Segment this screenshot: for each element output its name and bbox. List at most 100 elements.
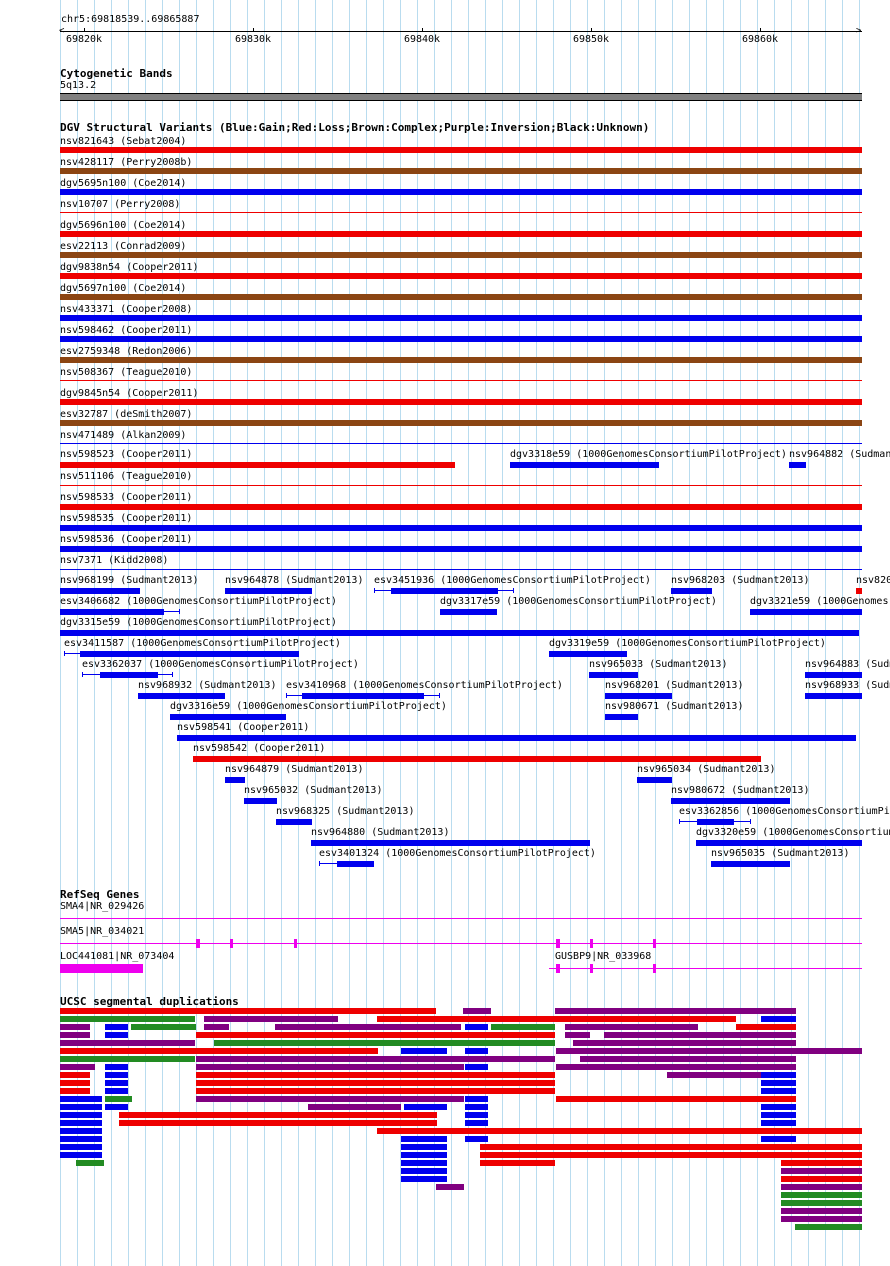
segdup-bar[interactable] — [580, 1056, 796, 1062]
variant-bar[interactable] — [276, 819, 312, 825]
segdup-bar[interactable] — [565, 1024, 698, 1030]
gene-line[interactable] — [60, 943, 862, 944]
segdup-bar[interactable] — [119, 1120, 437, 1126]
gene-exon[interactable] — [653, 939, 656, 948]
variant-label[interactable]: nsv598462 (Cooper2011) — [60, 325, 193, 336]
variant-label[interactable]: nsv980671 (Sudmant2013) — [605, 701, 744, 712]
segdup-bar[interactable] — [60, 1048, 378, 1054]
segdup-bar[interactable] — [781, 1200, 862, 1206]
variant-label[interactable]: dgv3316e59 (1000GenomesConsortiumPilotPr… — [170, 701, 447, 712]
variant-bar[interactable] — [671, 588, 712, 594]
segdup-bar[interactable] — [60, 1088, 90, 1094]
variant-bar[interactable] — [60, 525, 862, 531]
segdup-bar[interactable] — [404, 1104, 447, 1110]
variant-bar[interactable] — [711, 861, 790, 867]
segdup-bar[interactable] — [196, 1072, 555, 1078]
variant-label[interactable]: nsv964879 (Sudmant2013) — [225, 764, 364, 775]
segdup-bar[interactable] — [401, 1048, 447, 1054]
segdup-bar[interactable] — [761, 1136, 796, 1142]
segdup-bar[interactable] — [60, 1080, 90, 1086]
segdup-bar[interactable] — [60, 1064, 95, 1070]
segdup-bar[interactable] — [555, 1008, 796, 1014]
gene-exon[interactable] — [556, 964, 560, 973]
variant-label[interactable]: dgv9838n54 (Cooper2011) — [60, 262, 199, 273]
segdup-bar[interactable] — [480, 1144, 862, 1150]
variant-label[interactable]: esv3451936 (1000GenomesConsortiumPilotPr… — [374, 575, 651, 586]
gene-exon[interactable] — [556, 939, 560, 948]
segdup-bar[interactable] — [465, 1064, 488, 1070]
variant-label[interactable]: esv3362856 (1000GenomesConsortiumPi — [679, 806, 890, 817]
variant-bar[interactable] — [856, 588, 862, 594]
variant-label[interactable]: esv3410968 (1000GenomesConsortiumPilotPr… — [286, 680, 563, 691]
segdup-bar[interactable] — [105, 1032, 128, 1038]
variant-label[interactable]: esv2759348 (Redon2006) — [60, 346, 193, 357]
segdup-bar[interactable] — [781, 1192, 862, 1198]
segdup-bar[interactable] — [781, 1184, 862, 1190]
segdup-bar[interactable] — [480, 1160, 555, 1166]
variant-label[interactable]: nsv968199 (Sudmant2013) — [60, 575, 199, 586]
segdup-bar[interactable] — [781, 1160, 862, 1166]
gene-exon[interactable] — [590, 964, 593, 973]
variant-bar[interactable] — [60, 462, 455, 468]
segdup-bar[interactable] — [105, 1088, 128, 1094]
variant-label[interactable]: nsv968201 (Sudmant2013) — [605, 680, 744, 691]
variant-bar[interactable] — [337, 861, 374, 867]
segdup-bar[interactable] — [60, 1128, 102, 1134]
variant-bar[interactable] — [60, 189, 862, 195]
variant-bar[interactable] — [637, 777, 672, 783]
variant-label[interactable]: nsv968203 (Sudmant2013) — [671, 575, 810, 586]
variant-bar[interactable] — [60, 588, 140, 594]
variant-bar[interactable] — [60, 399, 862, 405]
variant-bar[interactable] — [789, 462, 806, 468]
variant-bar[interactable] — [60, 630, 859, 636]
gene-line[interactable] — [549, 968, 862, 969]
variant-thin-line[interactable] — [60, 569, 862, 570]
variant-bar[interactable] — [805, 693, 862, 699]
segdup-bar[interactable] — [105, 1064, 128, 1070]
gene-exon[interactable] — [196, 939, 200, 948]
variant-label[interactable]: esv3362037 (1000GenomesConsortiumPilotPr… — [82, 659, 359, 670]
variant-label[interactable]: nsv965033 (Sudmant2013) — [589, 659, 728, 670]
variant-label[interactable]: nsv965035 (Sudmant2013) — [711, 848, 850, 859]
segdup-bar[interactable] — [401, 1152, 447, 1158]
variant-bar[interactable] — [60, 147, 862, 153]
variant-label[interactable]: nsv598536 (Cooper2011) — [60, 534, 193, 545]
segdup-bar[interactable] — [465, 1096, 488, 1102]
variant-bar[interactable] — [60, 168, 862, 174]
variant-bar[interactable] — [60, 357, 862, 363]
segdup-bar[interactable] — [60, 1016, 195, 1022]
variant-bar[interactable] — [60, 504, 862, 510]
variant-bar[interactable] — [100, 672, 158, 678]
segdup-bar[interactable] — [60, 1120, 102, 1126]
segdup-bar[interactable] — [667, 1072, 761, 1078]
variant-label[interactable]: dgv5695n100 (Coe2014) — [60, 178, 187, 189]
variant-label[interactable]: nsv7371 (Kidd2008) — [60, 555, 169, 566]
segdup-bar[interactable] — [377, 1128, 862, 1134]
variant-bar[interactable] — [225, 588, 312, 594]
segdup-bar[interactable] — [60, 1008, 436, 1014]
variant-bar[interactable] — [244, 798, 277, 804]
segdup-bar[interactable] — [105, 1080, 128, 1086]
segdup-bar[interactable] — [196, 1088, 555, 1094]
segdup-bar[interactable] — [761, 1104, 796, 1110]
segdup-bar[interactable] — [60, 1104, 102, 1110]
segdup-bar[interactable] — [465, 1048, 488, 1054]
variant-label[interactable]: nsv471489 (Alkan2009) — [60, 430, 187, 441]
segdup-bar[interactable] — [308, 1104, 401, 1110]
segdup-bar[interactable] — [214, 1040, 555, 1046]
segdup-bar[interactable] — [565, 1032, 590, 1038]
variant-label[interactable]: nsv965032 (Sudmant2013) — [244, 785, 383, 796]
segdup-bar[interactable] — [781, 1176, 862, 1182]
segdup-bar[interactable] — [795, 1224, 862, 1230]
variant-label[interactable]: esv3406682 (1000GenomesConsortiumPilotPr… — [60, 596, 337, 607]
track-title-refseq[interactable]: RefSeq Genes — [60, 888, 140, 901]
segdup-bar[interactable] — [119, 1112, 437, 1118]
segdup-bar[interactable] — [76, 1160, 104, 1166]
variant-bar[interactable] — [440, 609, 497, 615]
variant-label[interactable]: dgv3318e59 (1000GenomesConsortiumPilotPr… — [510, 449, 787, 460]
segdup-bar[interactable] — [60, 1096, 102, 1102]
variant-thin-line[interactable] — [60, 212, 862, 213]
variant-bar[interactable] — [589, 672, 638, 678]
track-title-dgv[interactable]: DGV Structural Variants (Blue:Gain;Red:L… — [60, 121, 650, 134]
segdup-bar[interactable] — [401, 1160, 447, 1166]
